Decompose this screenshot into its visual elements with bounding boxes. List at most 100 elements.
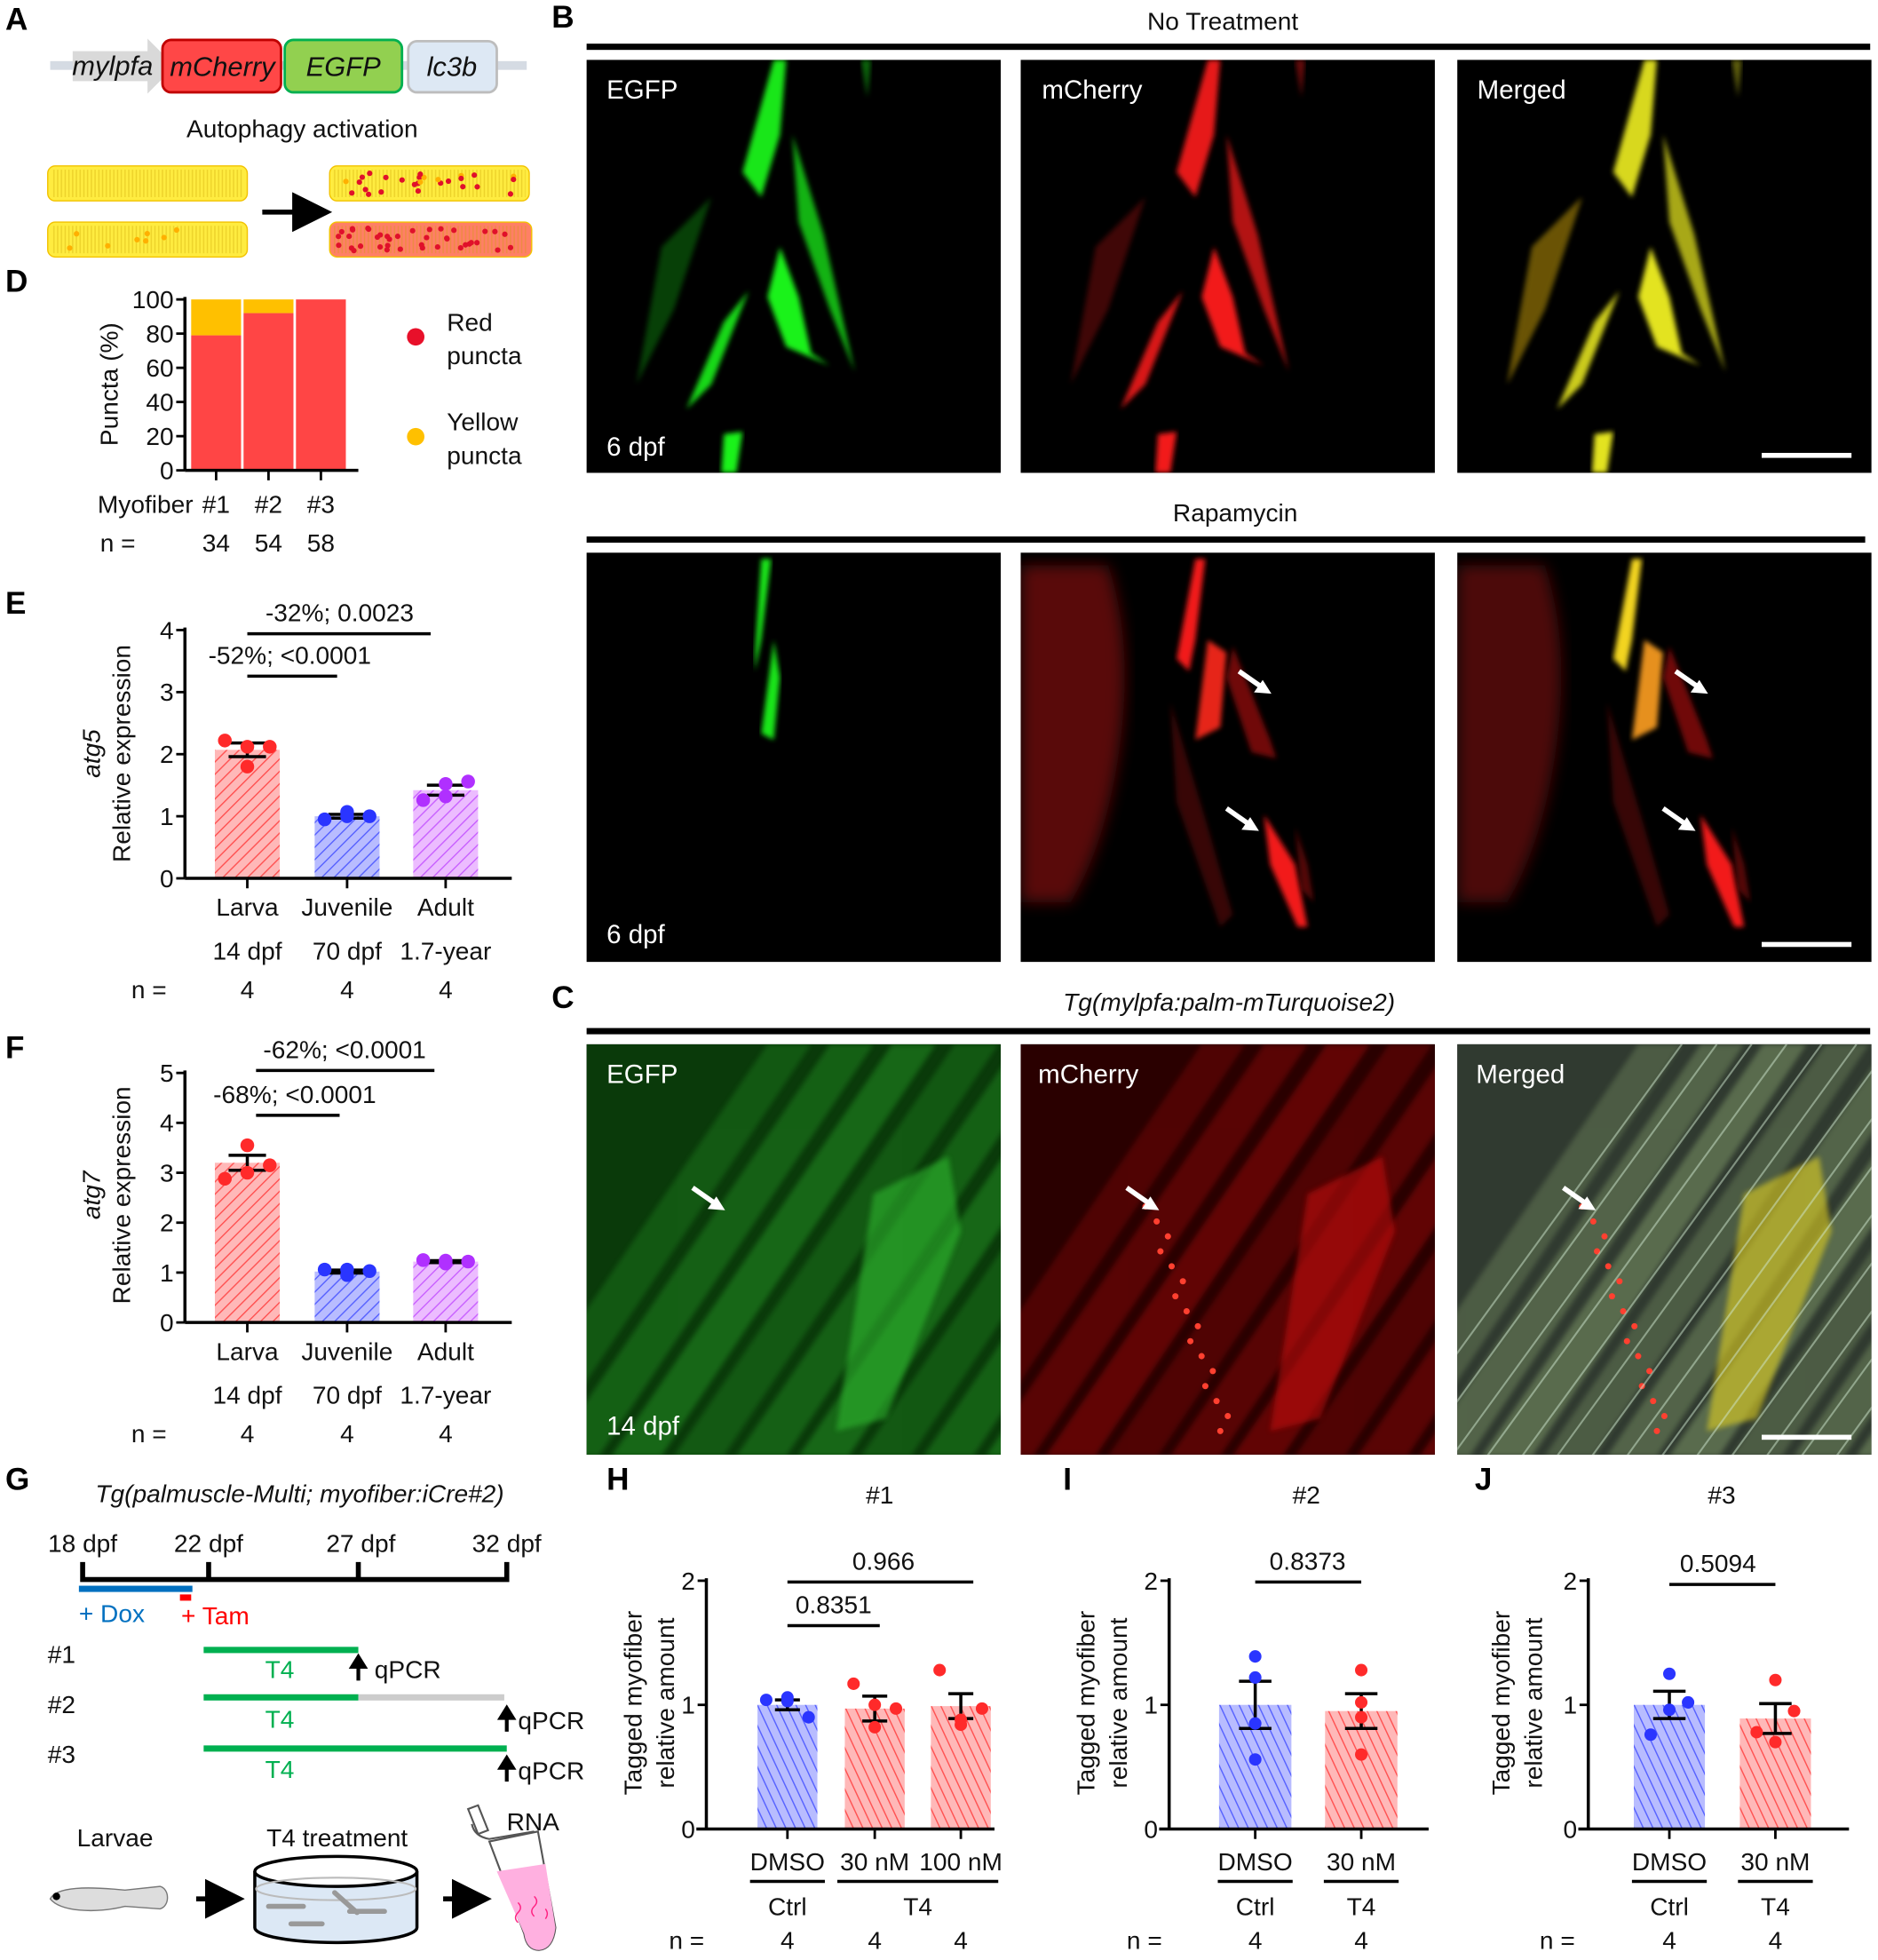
red-puncta — [1635, 1353, 1642, 1360]
panel-label-j: J — [1475, 1462, 1493, 1496]
puncta-dot — [348, 245, 355, 251]
white-arrowhead — [1241, 817, 1259, 831]
x-tick-label: 30 nM — [1327, 1848, 1396, 1876]
data-point — [781, 1694, 794, 1708]
membrane-line — [1661, 1166, 1872, 1456]
x-sublabel: 1.7-year — [400, 1381, 491, 1409]
puncta-dot — [377, 243, 384, 250]
myofiber — [686, 290, 749, 409]
myofiber — [1020, 1043, 1308, 1456]
bar-red-puncta — [296, 299, 346, 471]
white-arrowhead — [707, 1196, 725, 1210]
puncta-dot — [474, 240, 480, 246]
membrane-line — [1766, 1310, 1872, 1456]
red-puncta — [1224, 1412, 1232, 1420]
myofiber — [761, 639, 781, 741]
rna-tube-icon — [466, 1804, 557, 1951]
bar — [1325, 1710, 1398, 1829]
puncta-dot — [378, 189, 384, 195]
puncta-dot — [173, 226, 179, 234]
red-puncta — [1653, 1427, 1660, 1434]
puncta-dot — [350, 226, 356, 233]
myofiber — [1700, 814, 1745, 927]
data-point — [1355, 1710, 1368, 1724]
myofiber — [1707, 1156, 1832, 1432]
red-puncta — [1164, 1233, 1171, 1240]
y-tick-label: 4 — [160, 1109, 174, 1137]
puncta-dot — [471, 172, 478, 179]
n-value: 4 — [868, 1926, 882, 1954]
membrane-line — [1696, 1214, 1872, 1456]
x-tick-label: #1 — [202, 490, 230, 518]
puncta-dot — [457, 244, 464, 251]
white-arrowhead — [1254, 679, 1272, 694]
puncta-dot — [507, 191, 514, 197]
y-axis-label: Relative expression — [107, 1086, 135, 1304]
bar — [214, 1163, 281, 1323]
puncta-dot — [367, 171, 373, 177]
puncta-dot — [458, 175, 464, 182]
y-axis-label: Relative expression — [107, 645, 135, 862]
data-point — [317, 1262, 332, 1277]
microscopy-images — [586, 60, 1872, 1456]
promoter-label: mylpfa — [72, 50, 153, 81]
myofiber — [742, 60, 787, 197]
myofiber — [860, 60, 871, 98]
chart-title: #3 — [1708, 1481, 1735, 1509]
x-sublabel: 1.7-year — [400, 937, 491, 964]
data-point — [1750, 1726, 1763, 1739]
red-fiber — [329, 221, 533, 258]
rapamycin-bar — [586, 536, 1866, 544]
image-background — [586, 552, 1002, 963]
puncta-dot — [438, 226, 444, 232]
puncta-dot — [384, 234, 391, 240]
red-puncta — [1594, 1248, 1601, 1255]
myofiber — [1631, 639, 1664, 741]
x-tick-label: Larva — [216, 1337, 279, 1365]
data-point — [1248, 1717, 1262, 1730]
chart-title: #1 — [866, 1481, 893, 1509]
data-point — [340, 1262, 354, 1277]
myofiber — [612, 1043, 936, 1456]
myofiber — [721, 432, 743, 473]
data-point — [955, 1713, 968, 1726]
myofiber — [1070, 196, 1146, 385]
image-content — [755, 559, 781, 741]
x-tick-label: 30 nM — [840, 1848, 909, 1876]
bar-yellow-puncta — [243, 299, 294, 313]
x-tick-label: DMSO — [750, 1848, 825, 1876]
data-point — [868, 1698, 882, 1711]
bar — [1633, 1704, 1706, 1829]
row-3-qpcr-label: qPCR — [518, 1757, 584, 1784]
myofiber — [1557, 290, 1620, 409]
data-point — [362, 809, 376, 823]
panel-g-workflow: Larvae T4 treatment RNA — [49, 1804, 559, 1951]
significance-label: 0.5094 — [1680, 1550, 1756, 1577]
puncta-dot — [346, 233, 353, 240]
b-mcherry-label: mCherry — [1042, 75, 1142, 105]
data-point — [1355, 1695, 1368, 1709]
panel-c-title: Tg(mylpfa:palm-mTurquoise2) — [1063, 988, 1395, 1016]
row-2-washout-bar — [358, 1694, 504, 1701]
x-tick-label: Juvenile — [301, 893, 392, 921]
puncta-dot — [377, 232, 384, 238]
puncta-dot — [384, 247, 390, 253]
significance-label: 0.8351 — [796, 1591, 872, 1618]
puncta-dot — [394, 234, 400, 240]
yellow-fiber — [47, 165, 249, 202]
myofiber — [1195, 639, 1227, 741]
y-tick-label: 1 — [160, 803, 174, 830]
image-content — [1457, 559, 1751, 927]
image-content — [586, 1043, 1002, 1456]
red-puncta — [1650, 1398, 1657, 1405]
puncta-dot — [343, 179, 349, 185]
white-arrowhead — [1141, 1196, 1160, 1210]
no-treatment-title: No Treatment — [1147, 8, 1298, 36]
membrane-line — [1486, 1043, 1787, 1456]
x-tick-label: #2 — [255, 490, 282, 518]
c-stage-label: 14 dpf — [606, 1412, 680, 1441]
legend-red-dot-icon — [407, 328, 425, 346]
chart-i: DMSO 4 30 nM 4 0 1 2 n = 0.8373 Tagged myofiber re… — [1072, 1481, 1429, 1954]
x-tick-label: #3 — [307, 490, 335, 518]
data-point — [1248, 1753, 1262, 1766]
